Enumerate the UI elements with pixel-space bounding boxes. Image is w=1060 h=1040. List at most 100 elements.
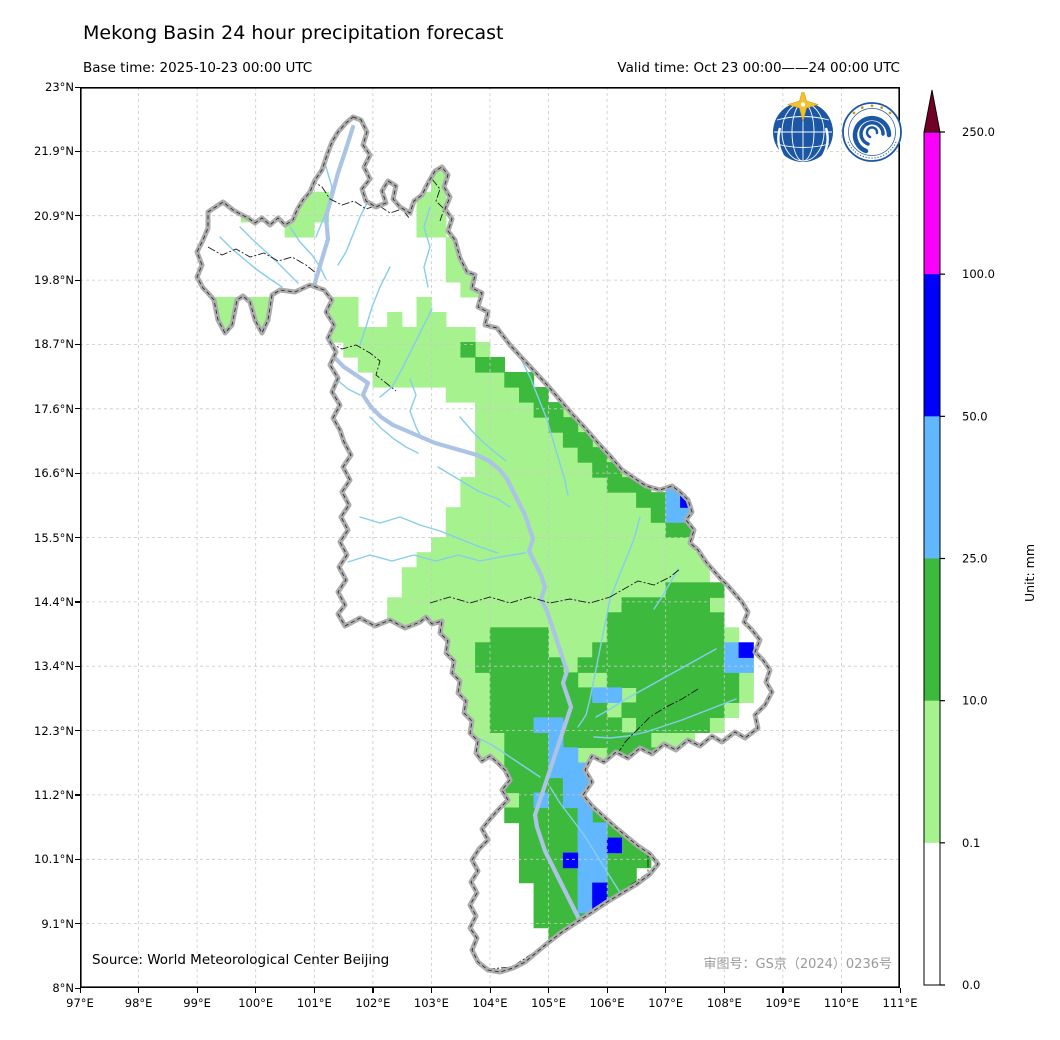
lon-tick-mark xyxy=(723,988,725,993)
lon-tick-mark xyxy=(489,988,491,993)
tributary-river xyxy=(219,236,283,288)
precip-cell-lb xyxy=(665,462,681,478)
lat-tick-mark xyxy=(75,794,80,796)
lat-tick-mark xyxy=(75,858,80,860)
precip-cell-g xyxy=(636,687,740,703)
precip-cell-g xyxy=(519,387,549,403)
map-review-number: 审图号：GS京（2024）0236号 xyxy=(703,957,893,972)
precip-cell-lg xyxy=(401,567,710,583)
precip-cell-g xyxy=(504,732,652,748)
colorbar: 250.0 100.0 50.0 25.0 10.0 0.1 0.0 Unit: mm xyxy=(923,89,1037,992)
precip-cell-g xyxy=(562,432,593,448)
lat-tick-label: 15.5°N xyxy=(34,530,74,545)
lon-tick-mark xyxy=(782,988,784,993)
precip-cell-g xyxy=(636,462,666,478)
precip-cell-lb xyxy=(577,867,608,884)
colorbar-segment xyxy=(924,700,940,844)
tributary-river xyxy=(595,648,717,718)
precip-cell-g xyxy=(548,417,579,433)
precip-cell-lb xyxy=(577,822,608,839)
precip-cell-lg xyxy=(416,296,432,313)
precip-cell-g xyxy=(606,852,652,869)
tributary-river xyxy=(437,466,511,508)
lon-tick-label: 104°E xyxy=(472,996,508,1010)
wmo-logo-icon xyxy=(773,92,833,162)
lat-tick-mark xyxy=(75,215,80,217)
precip-cell-lg xyxy=(445,507,681,523)
precip-cell-lb xyxy=(577,807,593,824)
precip-cell-lg xyxy=(401,582,725,598)
precip-cell-lg xyxy=(284,221,315,238)
lat-tick-mark xyxy=(75,987,80,989)
precip-cell-b xyxy=(738,642,754,658)
basin-outline-border xyxy=(196,116,773,973)
page-title: Mekong Basin 24 hour precipitation forec… xyxy=(83,22,504,44)
lat-tick-label: 23°N xyxy=(45,80,74,94)
precip-cell-g xyxy=(504,372,535,388)
precip-cell-g xyxy=(592,762,652,779)
precip-cell-b xyxy=(606,837,622,854)
lat-tick-label: 20.9°N xyxy=(34,208,74,223)
lon-tick-label: 107°E xyxy=(648,996,684,1010)
country-border-line xyxy=(309,178,411,220)
precip-cell-g xyxy=(489,672,579,688)
precip-cell-g xyxy=(592,462,623,478)
lon-tick-label: 110°E xyxy=(823,996,859,1010)
tributary-river xyxy=(289,226,327,280)
tributary-river xyxy=(239,226,299,284)
colorbar-segment xyxy=(924,558,940,702)
lat-tick-label: 10.1°N xyxy=(34,852,74,867)
lat-tick-mark xyxy=(75,408,80,410)
precip-cell-g xyxy=(533,402,564,418)
country-border-line xyxy=(327,341,397,392)
tributary-river xyxy=(409,378,423,440)
precip-cell-lg xyxy=(416,552,710,568)
precip-cell-lg xyxy=(343,342,491,358)
source-label: Source: World Meteorological Center Beij… xyxy=(92,952,390,968)
country-border-line xyxy=(431,178,445,222)
country-border-line xyxy=(207,246,317,274)
lon-tick-label: 97°E xyxy=(66,996,94,1010)
precip-cell-lb xyxy=(577,852,608,869)
precip-cell-g xyxy=(606,912,622,929)
lon-tick-label: 101°E xyxy=(296,996,332,1010)
tributary-river xyxy=(359,516,499,554)
lat-tick-label: 13.4°N xyxy=(34,659,74,674)
map-plot xyxy=(80,87,901,989)
precip-cell-lb xyxy=(724,642,740,658)
precip-cell-g xyxy=(533,897,579,914)
colorbar-tick-label: 0.1 xyxy=(962,836,980,850)
lon-tick-mark xyxy=(79,988,81,993)
tributary-river xyxy=(369,416,419,454)
precip-cell-lb xyxy=(548,762,593,779)
lon-tick-mark xyxy=(138,988,140,993)
lon-tick-mark xyxy=(430,988,433,993)
precip-cell-g xyxy=(475,642,549,658)
agency-logos xyxy=(773,92,902,162)
tributary-river xyxy=(459,416,507,462)
lon-tick-mark xyxy=(372,988,374,993)
lon-tick-label: 99°E xyxy=(183,996,211,1010)
lat-tick-label: 16.6°N xyxy=(34,466,74,481)
lat-tick-mark xyxy=(75,150,80,153)
precip-cell-g xyxy=(665,582,725,598)
lon-tick-mark xyxy=(606,988,608,993)
precip-cell-lg xyxy=(328,296,359,313)
precip-cell-lb xyxy=(665,492,681,508)
colorbar-tick-label: 250.0 xyxy=(962,125,995,139)
colorbar-unit-label: Unit: mm xyxy=(1022,544,1037,602)
lat-tick-mark xyxy=(75,923,80,925)
lon-tick-label: 109°E xyxy=(765,996,801,1010)
colorbar-tick-label: 100.0 xyxy=(962,267,995,281)
lat-tick-label: 11.2°N xyxy=(34,787,74,802)
precip-cell-g xyxy=(504,807,579,824)
precip-cell-b xyxy=(592,882,608,899)
valid-time-label: Valid time: Oct 23 00:00——24 00:00 UTC xyxy=(617,60,900,76)
graticule xyxy=(80,87,900,988)
lat-tick-mark xyxy=(75,472,80,474)
lon-tick-label: 111°E xyxy=(882,996,918,1010)
plot-frame xyxy=(80,87,901,989)
precip-cell-g xyxy=(504,747,549,763)
precip-cell-lg xyxy=(431,537,696,553)
tributary-river xyxy=(653,568,679,610)
